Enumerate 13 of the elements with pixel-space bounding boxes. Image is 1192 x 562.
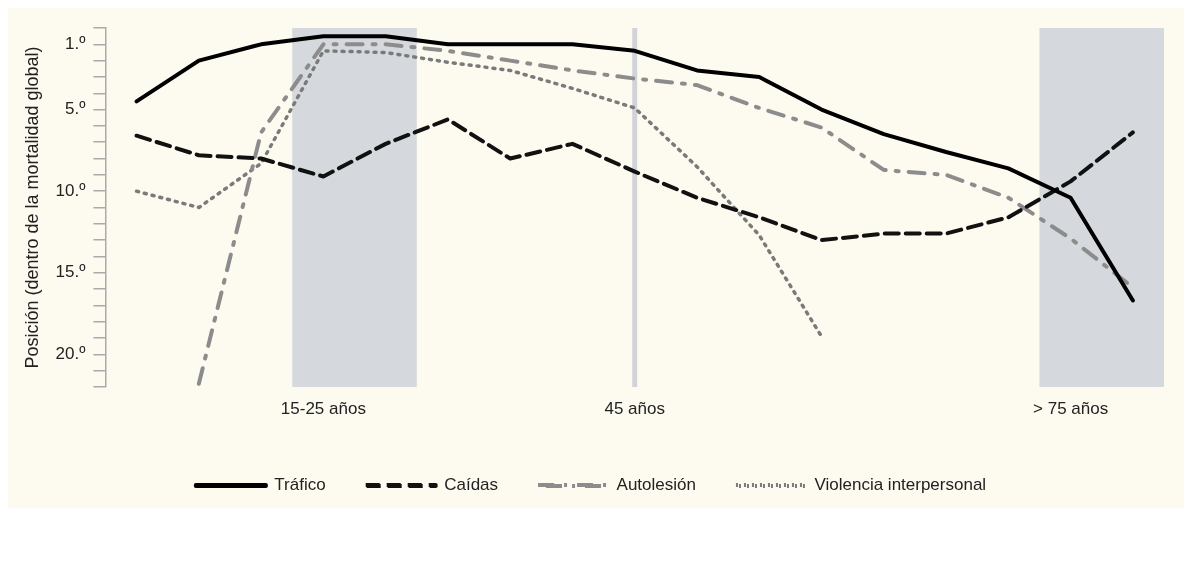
legend-label: Violencia interpersonal: [814, 475, 987, 495]
legend-label: Autolesión: [616, 475, 696, 495]
y-tick-label: 5.º: [65, 99, 86, 119]
y-tick-label: 15.º: [55, 262, 86, 282]
x-tick-label: > 75 años: [1033, 398, 1109, 418]
legend-label: Caídas: [444, 475, 499, 495]
x-tick-label: 15-25 años: [280, 398, 366, 418]
legend-label: Tráfico: [274, 475, 326, 495]
y-tick-label: 10.º: [55, 180, 86, 200]
y-axis-title: Posición (dentro de la mortalidad global): [21, 46, 42, 369]
x-tick-label: 45 años: [604, 398, 665, 418]
y-tick-label: 1.º: [65, 34, 86, 54]
y-tick-label: 20.º: [55, 344, 86, 364]
